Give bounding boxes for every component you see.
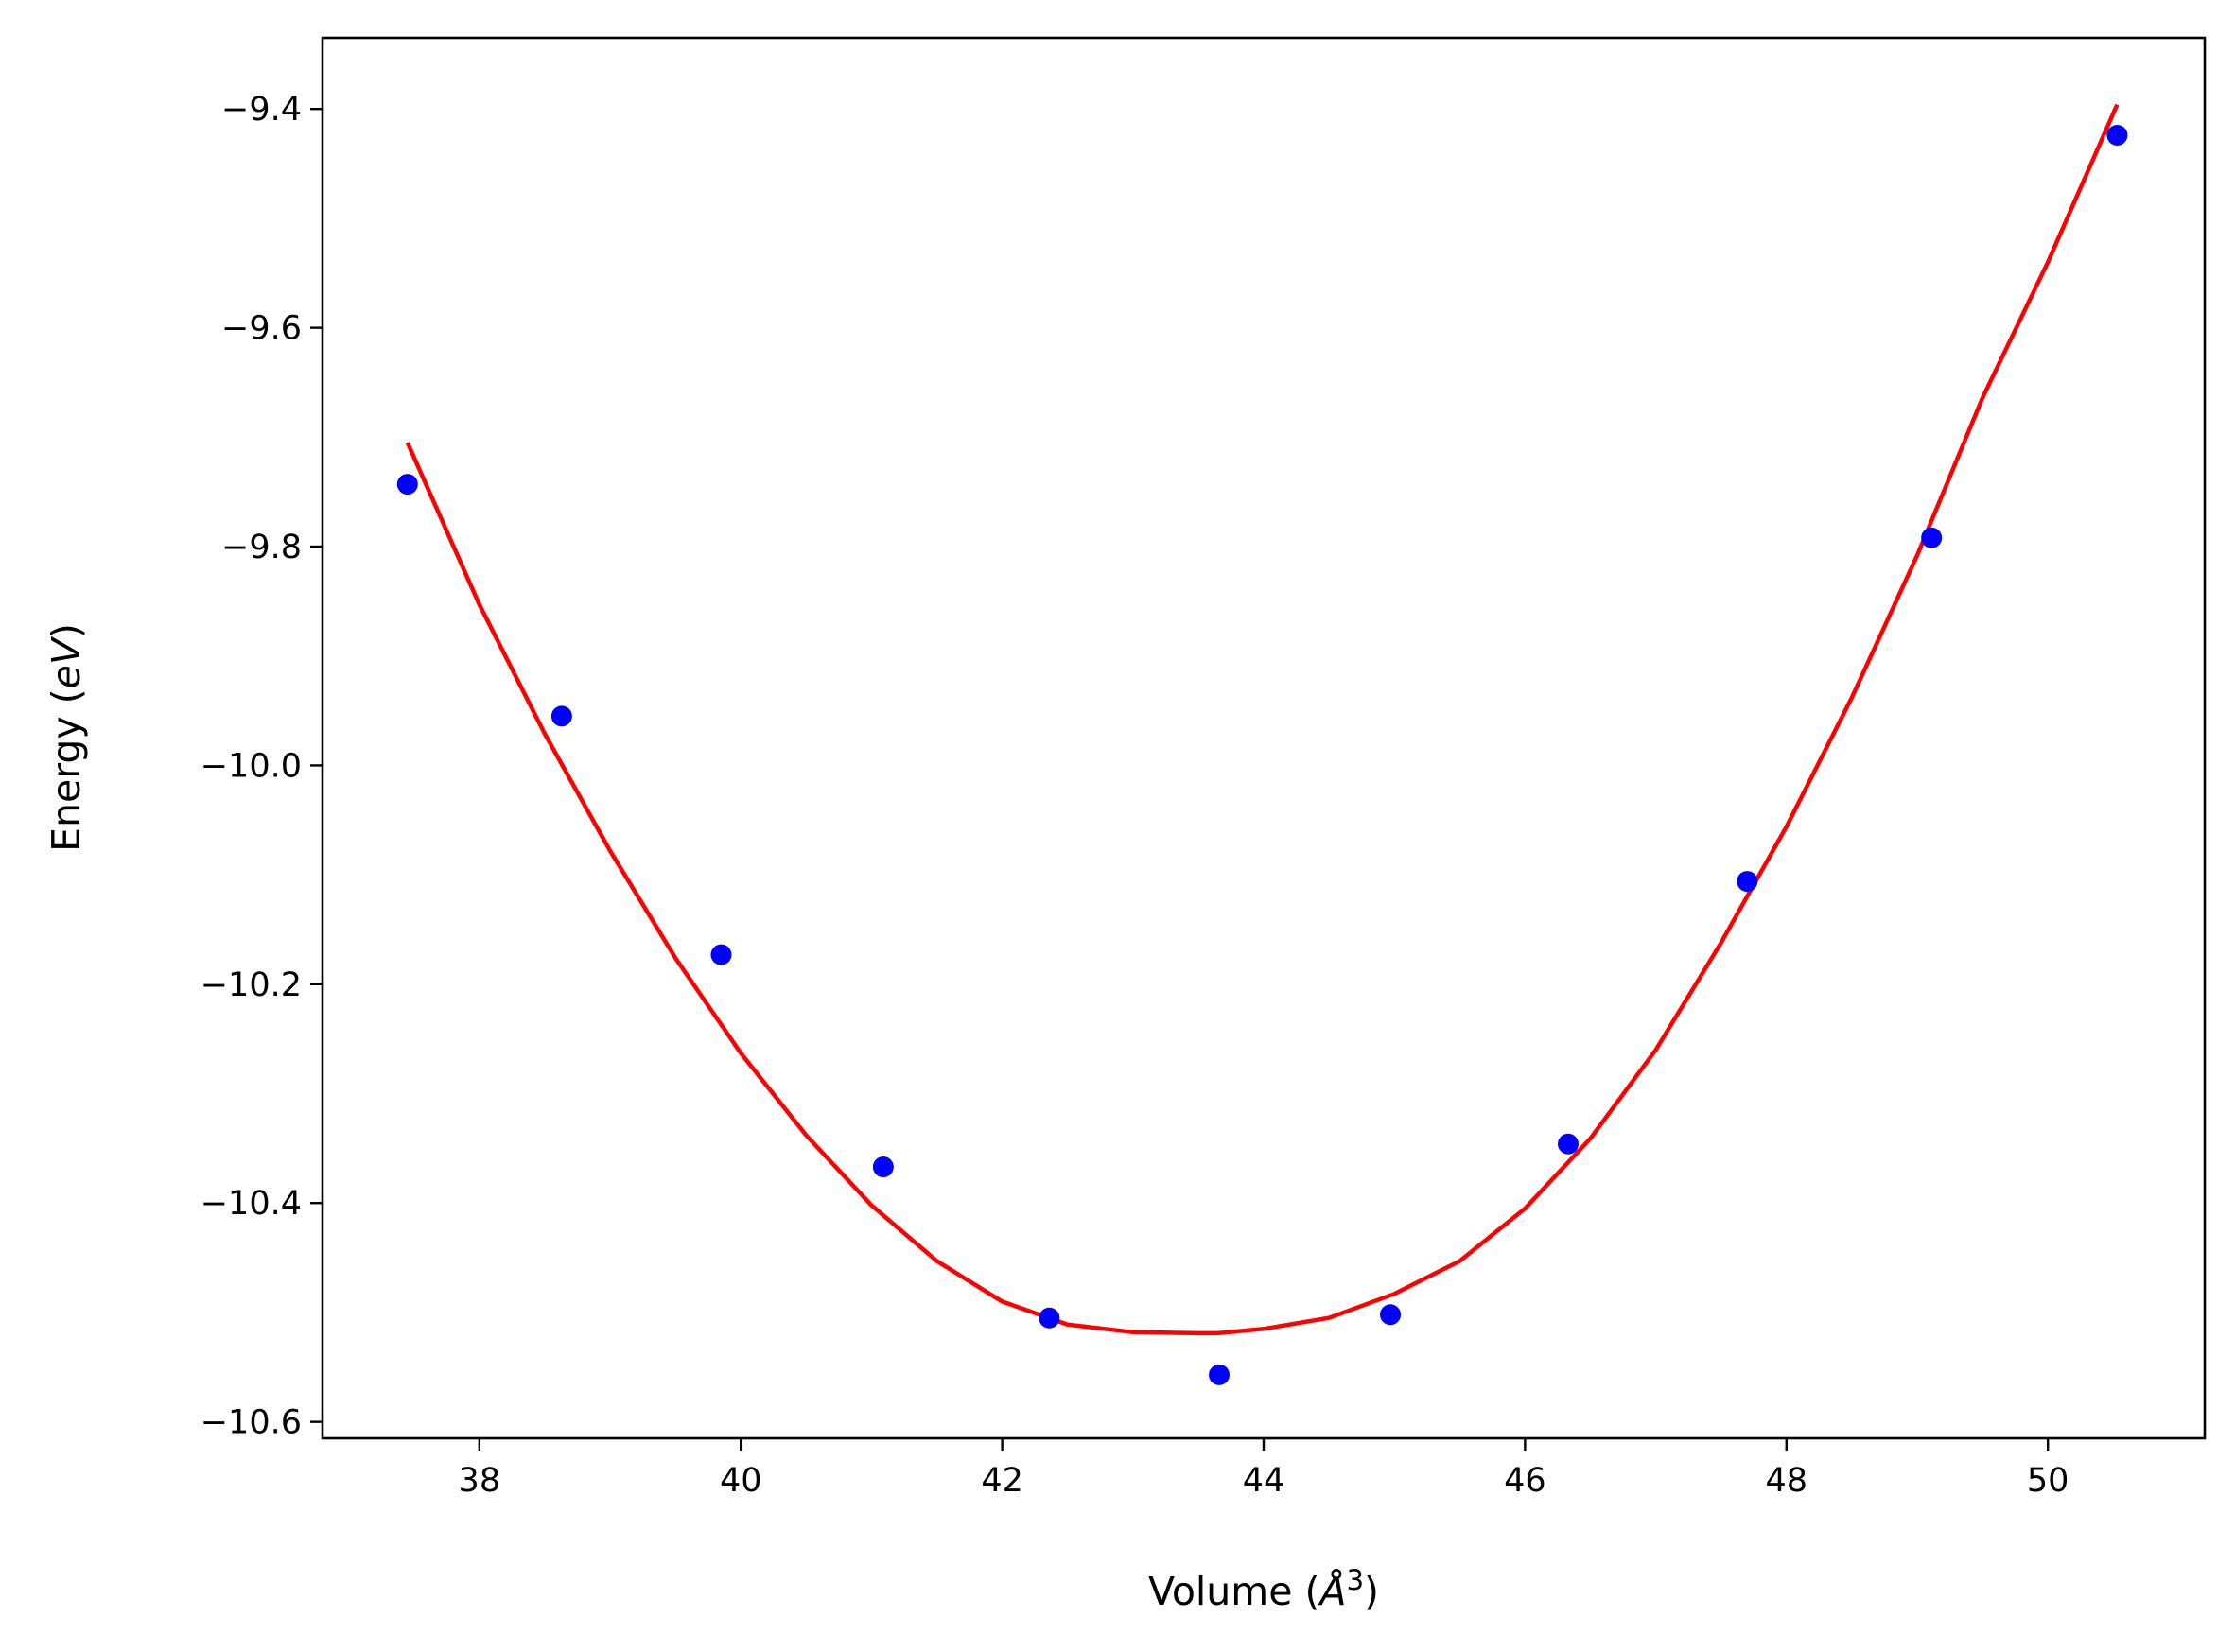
data-point bbox=[1039, 1307, 1060, 1329]
y-tick-label: −9.8 bbox=[221, 529, 302, 566]
y-axis-label: Energy (eV) bbox=[44, 623, 89, 852]
y-tick-label: −10.6 bbox=[201, 1404, 302, 1442]
data-point bbox=[396, 474, 418, 496]
data-point bbox=[1209, 1364, 1231, 1385]
y-tick-label: −10.2 bbox=[201, 966, 302, 1004]
data-point bbox=[1557, 1133, 1579, 1155]
x-tick-label: 48 bbox=[1766, 1462, 1808, 1500]
data-point bbox=[710, 944, 732, 965]
y-axis: −10.6 −10.4 −10.2 −10.0 −9.8 −9.6 −9.4 bbox=[201, 91, 323, 1442]
plot-frame bbox=[321, 36, 2207, 1440]
data-point bbox=[872, 1156, 894, 1178]
data-point bbox=[1921, 527, 1943, 548]
data-point bbox=[1380, 1304, 1402, 1326]
y-tick-label: −9.4 bbox=[221, 91, 302, 129]
x-axis: 38 40 42 44 46 48 50 bbox=[459, 1438, 2069, 1500]
plot-area bbox=[396, 103, 2128, 1385]
fit-curve bbox=[405, 103, 2120, 1336]
data-point bbox=[550, 705, 572, 727]
y-tick-label: −10.0 bbox=[201, 747, 302, 785]
x-tick-label: 50 bbox=[2027, 1462, 2069, 1500]
y-tick-label: −10.4 bbox=[201, 1185, 302, 1223]
y-tick-label: −9.6 bbox=[221, 310, 302, 348]
x-tick-label: 44 bbox=[1243, 1462, 1285, 1500]
x-axis-label: Volume (Å3) bbox=[1148, 1564, 1379, 1614]
x-tick-label: 46 bbox=[1504, 1462, 1546, 1500]
x-tick-label: 38 bbox=[459, 1462, 501, 1500]
data-point bbox=[1737, 871, 1758, 893]
data-point bbox=[2106, 124, 2128, 146]
x-tick-label: 40 bbox=[720, 1462, 762, 1500]
x-tick-label: 42 bbox=[981, 1462, 1023, 1500]
